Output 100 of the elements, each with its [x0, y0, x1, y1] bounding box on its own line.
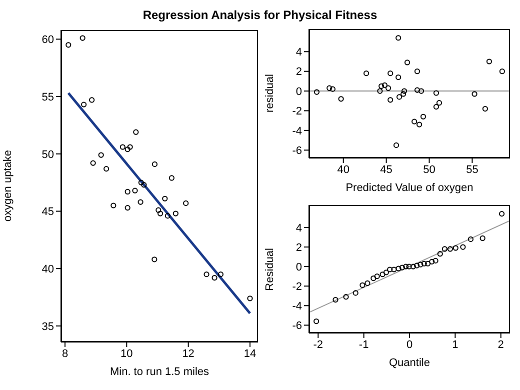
x-tick-label: 14 [244, 348, 256, 360]
point [383, 270, 389, 276]
y-tick-label: -2 [292, 281, 302, 294]
point [429, 258, 435, 264]
point [204, 272, 210, 278]
point [416, 122, 422, 128]
point [120, 144, 126, 150]
point [314, 89, 320, 95]
point [472, 91, 478, 97]
y-tick-label: -4 [292, 125, 302, 138]
y-tick-label: -6 [292, 145, 302, 158]
point [81, 102, 87, 108]
point [374, 274, 380, 280]
point [385, 85, 392, 91]
y-tick-label: 0 [296, 86, 302, 98]
x-tick-label: 55 [466, 164, 478, 176]
y-tick-label: 50 [42, 148, 54, 161]
point [391, 266, 397, 272]
chart-title: Regression Analysis for Physical Fitness [142, 8, 378, 22]
point [360, 282, 366, 288]
point [486, 58, 492, 64]
y-tick-label: 4 [296, 222, 302, 234]
x-tick-label: 45 [380, 164, 392, 176]
point [98, 152, 104, 158]
point [90, 160, 96, 166]
point [172, 210, 178, 216]
y-axis-title: residual [263, 74, 277, 113]
point [400, 91, 406, 97]
y-tick-label: 0 [296, 261, 302, 274]
x-tick-label: 1 [452, 338, 458, 351]
y-tick-label: 60 [42, 34, 54, 46]
point [157, 210, 164, 216]
point [156, 207, 162, 213]
point [420, 114, 426, 120]
x-axis-title: Predicted Value of oxygen [344, 182, 474, 194]
point [404, 60, 410, 66]
point [352, 290, 358, 296]
x-tick-label: 8 [62, 348, 68, 360]
point [377, 88, 383, 94]
point [80, 35, 86, 41]
point [168, 175, 174, 181]
point [396, 74, 402, 80]
point [212, 274, 218, 281]
point [326, 85, 332, 91]
point [104, 166, 110, 172]
x-tick-label: -1 [358, 338, 369, 351]
point [498, 210, 505, 217]
point [403, 264, 409, 270]
point [110, 202, 116, 208]
point [414, 262, 420, 268]
point [332, 296, 338, 303]
y-tick-label: 35 [42, 320, 54, 333]
point [388, 97, 394, 103]
point [387, 266, 393, 272]
point [452, 245, 458, 251]
point [364, 280, 370, 286]
point [162, 196, 168, 202]
x-tick-label: 0 [406, 338, 413, 351]
point [436, 100, 442, 106]
point [424, 260, 431, 266]
point [247, 296, 253, 302]
x-tick-label: 12 [182, 348, 194, 360]
y-tick-label: 40 [42, 263, 54, 276]
point [396, 266, 402, 272]
point [393, 142, 400, 148]
point [133, 129, 139, 135]
point [433, 104, 440, 110]
point [338, 96, 344, 102]
point [468, 236, 474, 242]
x-tick-label: 2 [498, 338, 504, 351]
x-tick-label: 10 [120, 348, 133, 360]
point [330, 86, 336, 92]
point [414, 68, 420, 74]
point [124, 188, 130, 195]
y-tick-label: 2 [296, 242, 302, 254]
x-tick-label: 50 [423, 164, 436, 176]
point [401, 88, 408, 94]
point [363, 70, 370, 76]
point [396, 35, 402, 41]
point [343, 294, 349, 300]
point [66, 42, 72, 48]
point [388, 70, 394, 76]
point [138, 199, 144, 205]
point [421, 260, 427, 266]
y-tick-label: 4 [296, 46, 302, 59]
x-axis-title: Quantile [388, 357, 431, 369]
y-tick-label: 2 [296, 66, 302, 78]
point [432, 258, 438, 264]
y-tick-label: -4 [292, 300, 302, 313]
point [314, 318, 320, 324]
point [412, 118, 418, 124]
point [399, 264, 405, 270]
point [382, 82, 388, 88]
point [141, 182, 147, 188]
point [138, 180, 144, 186]
point [437, 251, 443, 257]
point [218, 272, 224, 278]
y-axis-title: Residual [263, 248, 277, 290]
point [152, 161, 158, 168]
point [380, 272, 386, 278]
